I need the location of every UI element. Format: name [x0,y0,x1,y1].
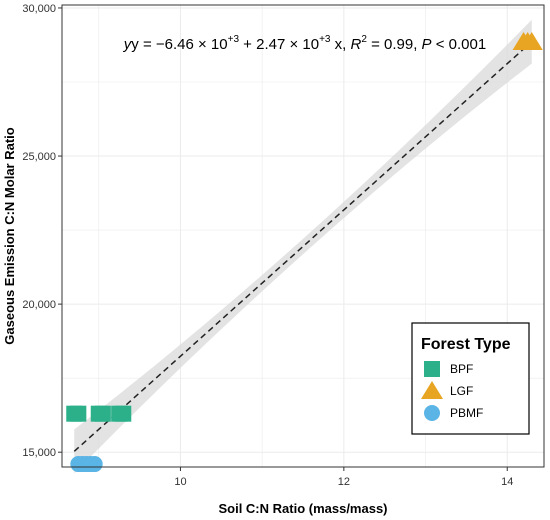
data-point-pbmf [86,456,103,473]
y-tick-label: 15,000 [22,447,56,459]
legend-key-bpf [424,361,440,377]
y-tick-label: 30,000 [22,3,56,15]
series-pbmf [70,456,103,473]
legend-item-pbmf: PBMF [424,405,483,421]
series-lgf [512,32,543,51]
legend-items: BPF LGF PBMF [421,361,483,421]
legend-title: Forest Type [421,336,511,353]
series-bpf [66,405,132,422]
x-axis-title: Soil C:N Ratio (mass/mass) [218,501,387,516]
x-tick-label: 10 [174,476,186,488]
data-point-lgf [520,32,543,51]
legend-key-lgf [421,381,443,399]
confidence-band [74,19,532,474]
axis-ticks: 10 12 14 15,000 20,000 25,000 30,000 [22,3,513,488]
legend-label-pbmf: PBMF [450,406,483,420]
data-point-bpf [94,405,111,422]
legend-key-pbmf [424,405,440,421]
data-point-bpf [70,405,87,422]
y-tick-label: 20,000 [22,299,56,311]
legend-label-lgf: LGF [450,384,473,398]
legend-label-bpf: BPF [450,362,473,376]
y-tick-label: 25,000 [22,151,56,163]
regression-line-layer [73,41,533,452]
data-points [66,32,543,473]
regression-line [73,41,533,452]
plot-border [61,4,545,468]
regression-equation: yy = −6.46 × 10+3 + 2.47 × 10+3 x, R2 = … [123,34,486,53]
data-point-bpf [115,405,132,422]
x-tick-label: 12 [338,476,350,488]
legend-item-lgf: LGF [421,381,473,399]
x-tick-label: 14 [501,476,513,488]
legend: Forest Type BPF LGF PBMF [411,322,530,435]
y-axis-title: Gaseous Emission C:N Molar Ratio [2,127,17,344]
legend-item-bpf: BPF [424,361,473,377]
confidence-band-layer [74,19,532,474]
